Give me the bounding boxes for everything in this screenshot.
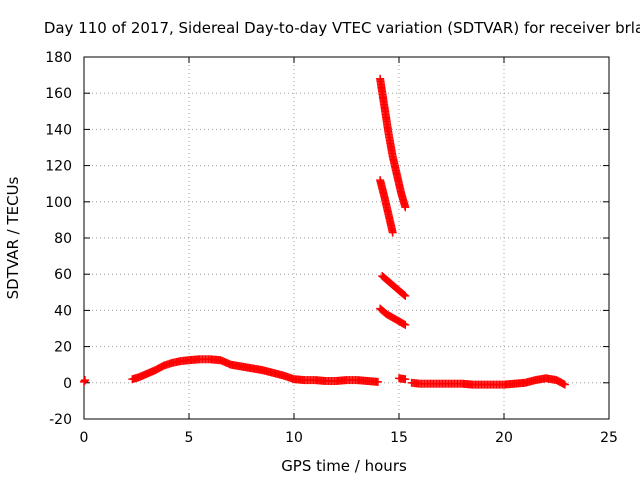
tick-labels: 0 5 10 15 20 25 -20 0 20 40 60 80 100 120 140 160 180: [45, 50, 618, 446]
y-tick-label: -20: [49, 412, 72, 428]
series-small-segment: [395, 374, 410, 384]
y-tick-label: 160: [45, 86, 72, 102]
x-tick-label: 25: [600, 430, 618, 446]
x-tick-label: 20: [495, 430, 513, 446]
series-fourth-streak: [376, 304, 410, 329]
y-axis-title: SDTVAR / TECUs: [4, 176, 22, 299]
x-tick-label: 5: [185, 430, 194, 446]
grid: [84, 57, 609, 419]
axis-ticks: [83, 56, 610, 420]
y-tick-label: 120: [45, 159, 72, 175]
y-tick-label: 60: [54, 267, 72, 283]
series-late-arc: [407, 374, 569, 389]
y-tick-label: 20: [54, 340, 72, 356]
x-tick-label: 10: [285, 430, 303, 446]
y-tick-label: 180: [45, 50, 72, 66]
series-second-streak: [376, 176, 397, 237]
chart-title: Day 110 of 2017, Sidereal Day-to-day VTE…: [44, 19, 640, 37]
series-main-arc: [128, 355, 382, 386]
y-tick-label: 80: [54, 231, 72, 247]
data-marks: [80, 74, 569, 389]
x-tick-label: 0: [80, 430, 89, 446]
y-tick-label: 0: [63, 376, 72, 392]
x-axis-title: GPS time / hours: [281, 457, 407, 475]
y-tick-label: 100: [45, 195, 72, 211]
y-tick-label: 140: [45, 122, 72, 138]
x-tick-label: 15: [390, 430, 408, 446]
series-start-point: [80, 376, 90, 386]
y-tick-label: 40: [54, 303, 72, 319]
series-third-streak: [378, 272, 410, 300]
series-upper-streak: [376, 74, 410, 212]
